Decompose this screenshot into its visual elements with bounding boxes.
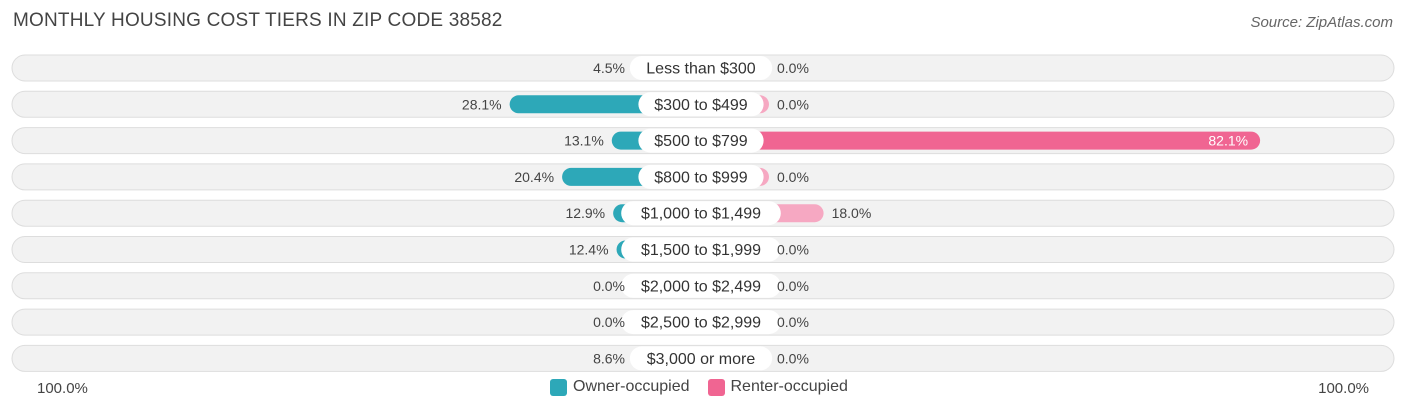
category-pill xyxy=(629,346,773,371)
owner-value-label: 8.6% xyxy=(593,350,625,366)
renter-value-label: 0.0% xyxy=(777,96,809,112)
category-label: $2,500 to $2,999 xyxy=(641,315,761,332)
owner-value-label: 4.5% xyxy=(593,60,625,76)
category-label: $1,000 to $1,499 xyxy=(641,206,761,223)
owner-value-label: 20.4% xyxy=(514,169,554,185)
renter-value-label: 0.0% xyxy=(777,169,809,185)
owner-value-label: 12.4% xyxy=(569,242,609,258)
owner-value-label: 0.0% xyxy=(593,278,625,294)
legend-label-renter: Renter-occupied xyxy=(730,378,848,395)
renter-value-label: 0.0% xyxy=(777,242,809,258)
legend-item-owner: Owner-occupied xyxy=(550,378,690,396)
renter-value-label: 0.0% xyxy=(777,314,809,330)
category-label: $500 to $799 xyxy=(654,133,748,150)
category-label: $800 to $999 xyxy=(654,169,748,186)
category-label: $300 to $499 xyxy=(654,97,748,114)
owner-value-label: 28.1% xyxy=(462,96,502,112)
category-pill xyxy=(621,310,781,335)
renter-value-label: 18.0% xyxy=(832,205,872,221)
owner-value-label: 13.1% xyxy=(564,133,604,149)
category-label: $1,500 to $1,999 xyxy=(641,242,761,259)
renter-bar xyxy=(701,131,1261,150)
category-label: Less than $300 xyxy=(646,61,756,78)
category-label: $3,000 or more xyxy=(647,351,756,368)
legend-item-renter: Renter-occupied xyxy=(707,378,848,396)
legend: Owner-occupied Renter-occupied xyxy=(550,378,848,396)
category-label: $2,000 to $2,499 xyxy=(641,278,761,295)
axis-right-label: 100.0% xyxy=(1318,380,1369,397)
legend-label-owner: Owner-occupied xyxy=(573,378,690,395)
category-pill xyxy=(621,273,781,298)
renter-value-label: 0.0% xyxy=(777,60,809,76)
category-pill xyxy=(621,201,781,226)
legend-swatch-renter xyxy=(707,378,725,396)
category-pill xyxy=(638,164,764,189)
renter-value-label: 0.0% xyxy=(777,278,809,294)
owner-value-label: 12.9% xyxy=(565,205,605,221)
owner-value-label: 0.0% xyxy=(593,314,625,330)
category-pill xyxy=(638,92,764,117)
renter-value-label: 0.0% xyxy=(777,350,809,366)
source-label: Source: ZipAtlas.com xyxy=(1250,14,1393,31)
legend-swatch-owner xyxy=(550,378,567,396)
category-pill xyxy=(629,56,773,80)
chart-title: MONTHLY HOUSING COST TIERS IN ZIP CODE 3… xyxy=(13,10,503,31)
category-pill xyxy=(638,128,764,153)
axis-left-label: 100.0% xyxy=(37,380,88,397)
renter-value-label: 82.1% xyxy=(1208,133,1248,149)
category-pill xyxy=(621,237,781,262)
